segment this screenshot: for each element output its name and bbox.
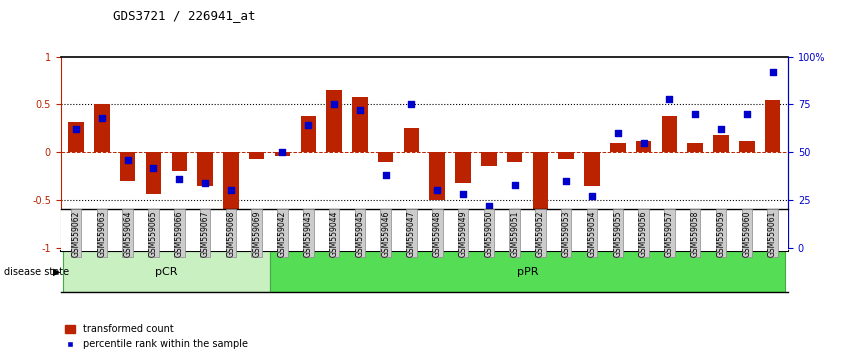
Bar bbox=[456, 152, 471, 183]
Text: GSM559065: GSM559065 bbox=[149, 210, 158, 257]
Text: GSM559054: GSM559054 bbox=[587, 210, 597, 257]
Point bbox=[69, 126, 83, 132]
Point bbox=[637, 140, 650, 145]
Bar bbox=[275, 152, 290, 156]
Bar bbox=[249, 152, 264, 159]
Bar bbox=[352, 97, 367, 152]
Text: disease state: disease state bbox=[4, 267, 69, 277]
Text: GSM559045: GSM559045 bbox=[355, 210, 365, 257]
Bar bbox=[120, 152, 135, 181]
Bar bbox=[507, 152, 522, 162]
Text: GDS3721 / 226941_at: GDS3721 / 226941_at bbox=[113, 9, 255, 22]
Text: GSM559058: GSM559058 bbox=[691, 210, 700, 257]
Point bbox=[533, 241, 547, 247]
Bar bbox=[533, 152, 548, 243]
Bar bbox=[145, 152, 161, 194]
Point bbox=[481, 203, 495, 209]
Point bbox=[456, 192, 470, 197]
Point bbox=[95, 115, 109, 121]
Bar bbox=[269, 251, 785, 292]
Bar bbox=[714, 135, 728, 152]
Text: GSM559047: GSM559047 bbox=[407, 210, 416, 257]
Text: GSM559043: GSM559043 bbox=[304, 210, 313, 257]
Point bbox=[224, 188, 238, 193]
Text: GSM559053: GSM559053 bbox=[562, 210, 571, 257]
Point bbox=[766, 69, 779, 75]
Text: GSM559059: GSM559059 bbox=[716, 210, 726, 257]
Bar bbox=[378, 152, 393, 162]
Bar bbox=[326, 90, 342, 152]
Point bbox=[740, 111, 753, 117]
Bar bbox=[739, 141, 754, 152]
Bar bbox=[662, 116, 677, 152]
Point bbox=[301, 122, 315, 128]
Text: GSM559057: GSM559057 bbox=[665, 210, 674, 257]
Point bbox=[198, 180, 212, 185]
Text: GSM559055: GSM559055 bbox=[613, 210, 623, 257]
Legend: transformed count, percentile rank within the sample: transformed count, percentile rank withi… bbox=[66, 324, 248, 349]
Text: GSM559066: GSM559066 bbox=[175, 210, 184, 257]
Point bbox=[275, 149, 289, 155]
Text: GSM559050: GSM559050 bbox=[484, 210, 494, 257]
Text: GSM559061: GSM559061 bbox=[768, 210, 777, 257]
Bar bbox=[68, 122, 84, 152]
Point bbox=[714, 126, 728, 132]
Point bbox=[172, 176, 186, 182]
Point bbox=[404, 102, 418, 107]
Text: GSM559048: GSM559048 bbox=[433, 210, 442, 257]
Bar bbox=[430, 152, 445, 200]
Text: GSM559068: GSM559068 bbox=[226, 210, 236, 257]
Text: GSM559051: GSM559051 bbox=[510, 210, 519, 257]
Point bbox=[353, 107, 367, 113]
Text: GSM559049: GSM559049 bbox=[458, 210, 468, 257]
Point bbox=[585, 193, 599, 199]
Text: GSM559044: GSM559044 bbox=[330, 210, 339, 257]
Bar bbox=[481, 152, 496, 166]
Point bbox=[378, 172, 392, 178]
Bar bbox=[610, 143, 625, 152]
Text: GSM559042: GSM559042 bbox=[278, 210, 287, 257]
Bar bbox=[585, 152, 600, 185]
Bar bbox=[765, 99, 780, 152]
Point bbox=[611, 130, 624, 136]
Bar bbox=[63, 251, 269, 292]
Point bbox=[249, 211, 263, 216]
Bar bbox=[559, 152, 574, 159]
Bar bbox=[197, 152, 213, 185]
Point bbox=[327, 102, 341, 107]
Text: GSM559060: GSM559060 bbox=[742, 210, 752, 257]
Bar bbox=[94, 104, 110, 152]
Point bbox=[662, 96, 676, 102]
Text: GSM559052: GSM559052 bbox=[536, 210, 545, 257]
Point bbox=[507, 182, 521, 188]
Text: GSM559046: GSM559046 bbox=[381, 210, 391, 257]
Text: GSM559056: GSM559056 bbox=[639, 210, 648, 257]
Text: GSM559062: GSM559062 bbox=[72, 210, 81, 257]
Bar bbox=[301, 116, 316, 152]
Text: GSM559069: GSM559069 bbox=[252, 210, 262, 257]
Text: GSM559064: GSM559064 bbox=[123, 210, 132, 257]
Bar bbox=[404, 128, 419, 152]
Bar bbox=[688, 143, 703, 152]
Text: pCR: pCR bbox=[155, 267, 178, 277]
Point bbox=[430, 188, 444, 193]
Bar bbox=[223, 152, 239, 210]
Bar bbox=[636, 141, 651, 152]
Text: GSM559063: GSM559063 bbox=[97, 210, 107, 257]
Text: GSM559067: GSM559067 bbox=[201, 210, 210, 257]
Point bbox=[688, 111, 702, 117]
Bar bbox=[171, 152, 187, 171]
Text: ▶: ▶ bbox=[53, 267, 60, 277]
Point bbox=[120, 157, 134, 163]
Text: pPR: pPR bbox=[517, 267, 539, 277]
Point bbox=[559, 178, 573, 184]
Point bbox=[146, 165, 160, 170]
